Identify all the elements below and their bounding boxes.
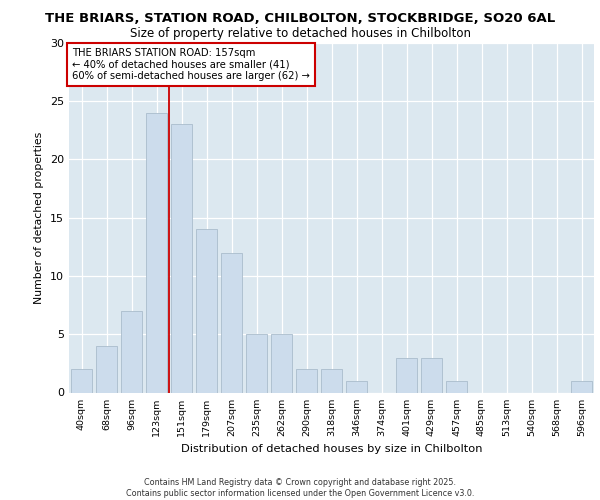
Bar (271, 334, 292, 392)
Y-axis label: Number of detached properties: Number of detached properties (34, 132, 44, 304)
Bar (221, 252, 242, 392)
Bar (71, 369, 92, 392)
Bar (246, 334, 267, 392)
Bar (346, 381, 367, 392)
X-axis label: Distribution of detached houses by size in Chilbolton: Distribution of detached houses by size … (181, 444, 482, 454)
Bar (321, 369, 342, 392)
Bar (396, 358, 417, 392)
Bar (171, 124, 192, 392)
Bar (121, 311, 142, 392)
Text: THE BRIARS STATION ROAD: 157sqm
← 40% of detached houses are smaller (41)
60% of: THE BRIARS STATION ROAD: 157sqm ← 40% of… (71, 48, 310, 81)
Bar (571, 381, 592, 392)
Bar (296, 369, 317, 392)
Bar (421, 358, 442, 392)
Bar (196, 229, 217, 392)
Bar (96, 346, 117, 393)
Bar (146, 112, 167, 392)
Text: THE BRIARS, STATION ROAD, CHILBOLTON, STOCKBRIDGE, SO20 6AL: THE BRIARS, STATION ROAD, CHILBOLTON, ST… (45, 12, 555, 26)
Text: Size of property relative to detached houses in Chilbolton: Size of property relative to detached ho… (130, 28, 470, 40)
Bar (446, 381, 467, 392)
Text: Contains HM Land Registry data © Crown copyright and database right 2025.
Contai: Contains HM Land Registry data © Crown c… (126, 478, 474, 498)
